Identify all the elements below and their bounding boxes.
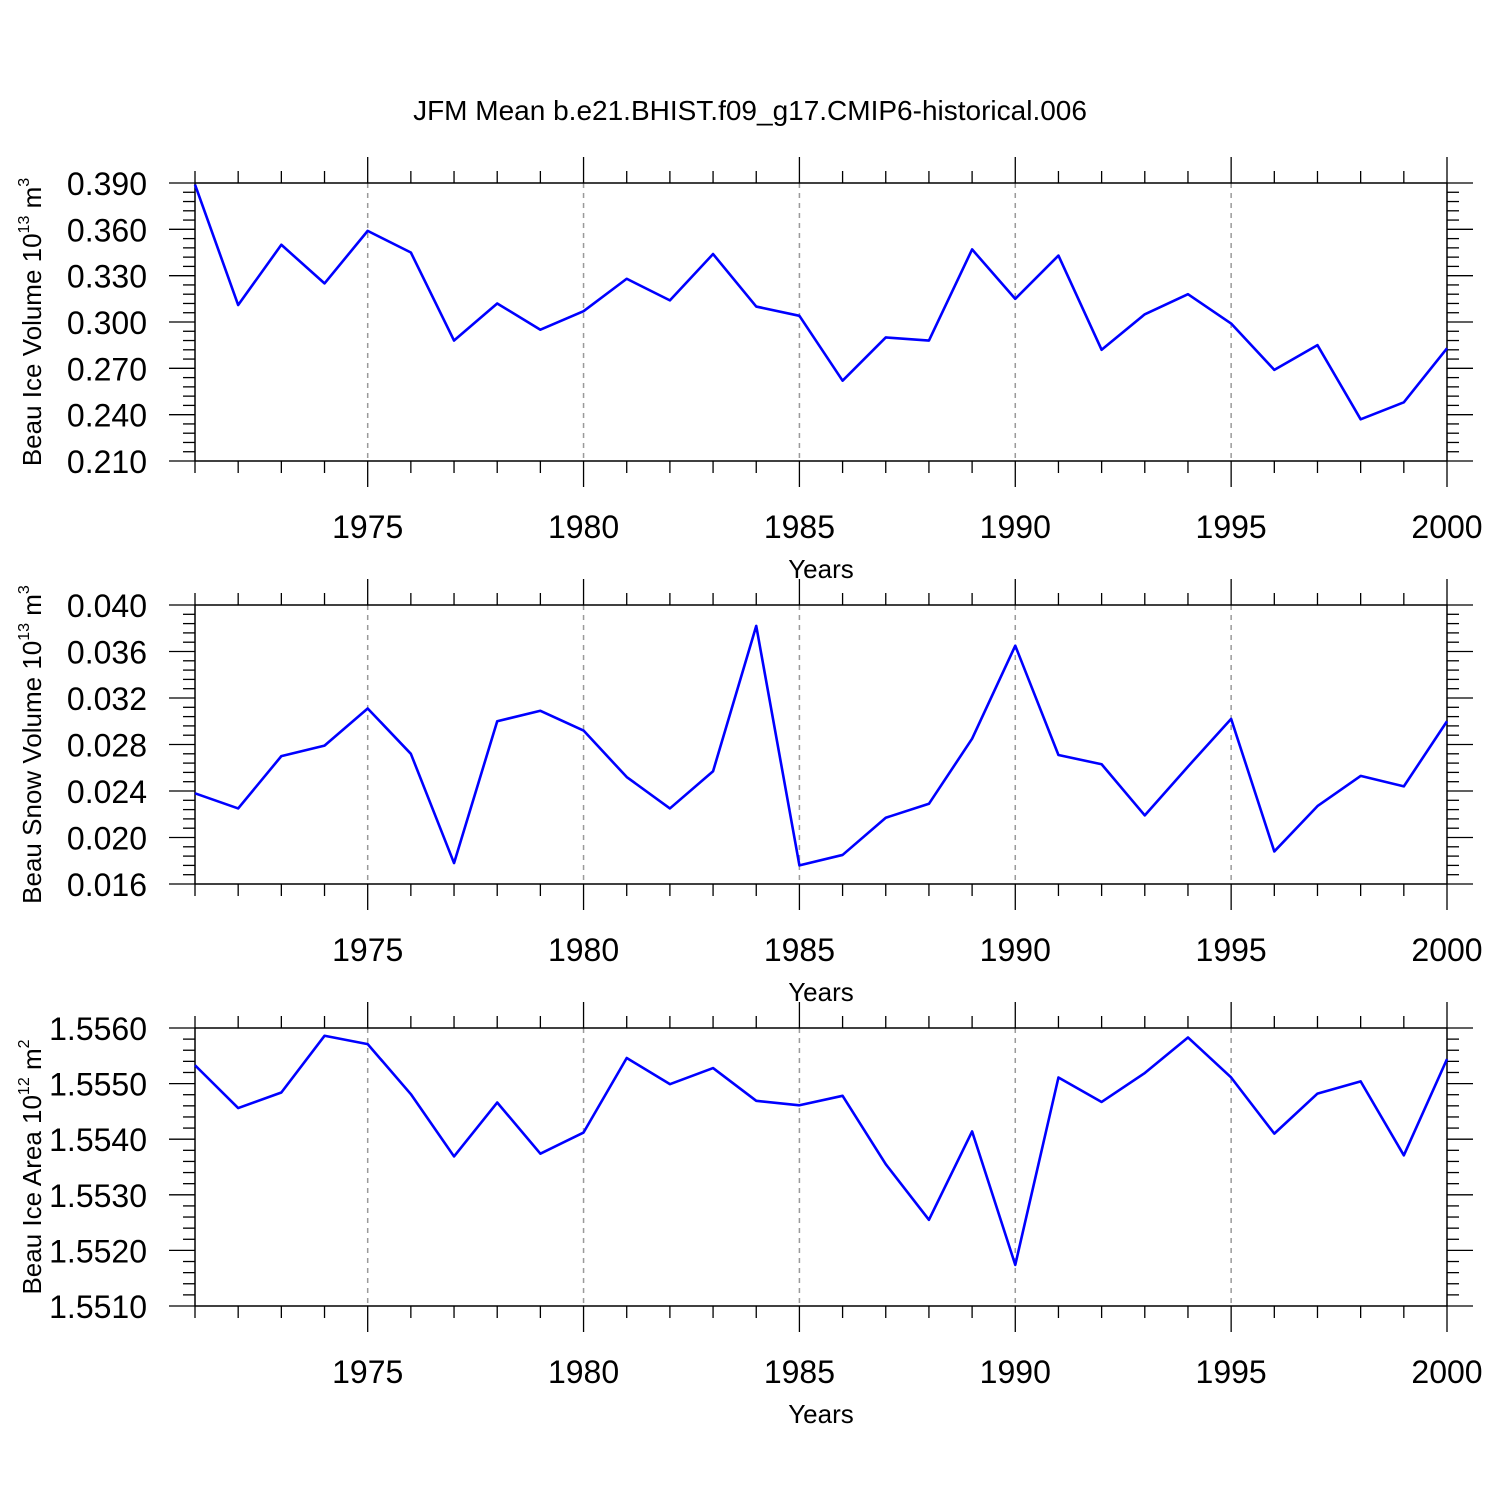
y-tick-label: 1.5560 [49,1011,147,1047]
x-tick-label: 2000 [1411,509,1482,545]
chart-panel-3: 1975 1980 1985 1990 1995 2000 Years 1.5560 1.555… [16,1002,1483,1429]
y-tick-label: 1.5510 [49,1289,147,1325]
y-tick-label: 0.390 [67,166,147,202]
series-line [193,184,1449,421]
y-tick-label: 1.5540 [49,1122,147,1158]
x-tick-label: 1980 [548,509,619,545]
y-tick-label: 0.028 [67,728,147,764]
x-tick-label: 1975 [332,932,403,968]
y-tick-label: 0.020 [67,821,147,857]
x-axis-label: Years [788,1399,854,1429]
y-axis-label-exponent: 13 [16,623,33,641]
y-tick-label: 0.300 [67,305,147,341]
y-axis-label-text: Beau Ice Volume 10 [17,233,47,466]
x-tick-label: 1980 [548,1354,619,1390]
y-tick-label: 0.036 [67,635,147,671]
x-axis-label: Years [788,554,854,584]
x-tick-label: 1995 [1196,509,1267,545]
y-axis-label-unit: m [17,1048,47,1077]
y-axis-label-exponent: 13 [16,216,33,234]
x-tick-label: 1985 [764,932,835,968]
y-tick-label: 1.5550 [49,1067,147,1103]
x-tick-label: 1990 [980,509,1051,545]
figure-title: JFM Mean b.e21.BHIST.f09_g17.CMIP6-histo… [413,95,1087,126]
y-axis-label: Beau Ice Volume 1013 m3 [16,178,47,466]
y-tick-label: 0.040 [67,588,147,624]
y-tick-label: 0.032 [67,681,147,717]
y-axis-label-unit: m [17,594,47,623]
x-tick-label: 1995 [1196,1354,1267,1390]
y-axis-label-unit: m [17,187,47,216]
x-tick-label: 1990 [980,1354,1051,1390]
y-axis-label-unit-exponent: 3 [16,585,33,594]
y-axis-label-unit-exponent: 3 [16,178,33,187]
y-axis-label: Beau Ice Area 1012 m2 [16,1039,47,1294]
y-tick-label: 0.240 [67,398,147,434]
y-tick-label: 1.5530 [49,1178,147,1214]
chart-panels: 1975 1980 1985 1990 1995 2000 Years 0.390 0.360 0… [16,157,1483,1429]
y-tick-label: 0.270 [67,351,147,387]
y-axis-label-text: Beau Ice Area 10 [17,1095,47,1294]
series-line [194,1034,1449,1267]
y-axis-label-text: Beau Snow Volume 10 [17,641,47,904]
x-tick-label: 1975 [332,1354,403,1390]
y-tick-label: 1.5520 [49,1233,147,1269]
x-tick-label: 2000 [1411,1354,1482,1390]
x-tick-label: 1985 [764,1354,835,1390]
series-line [194,624,1449,867]
chart-panel-2: 1975 1980 1985 1990 1995 2000 Years 0.040 0.036 0… [16,579,1483,1007]
chart-panel-1: 1975 1980 1985 1990 1995 2000 Years 0.390 0.360 0… [16,157,1483,584]
x-tick-label: 2000 [1411,932,1482,968]
y-tick-label: 0.360 [67,212,147,248]
x-tick-label: 1975 [332,509,403,545]
y-axis-label: Beau Snow Volume 1013 m3 [16,585,47,904]
x-tick-label: 1990 [980,932,1051,968]
x-axis-label: Years [788,977,854,1007]
y-tick-label: 0.024 [67,774,147,810]
x-tick-label: 1995 [1196,932,1267,968]
y-tick-label: 0.330 [67,259,147,295]
y-tick-label: 0.016 [67,867,147,903]
x-tick-label: 1980 [548,932,619,968]
y-axis-label-unit-exponent: 2 [16,1039,33,1048]
x-tick-label: 1985 [764,509,835,545]
y-tick-label: 0.210 [67,444,147,480]
y-axis-label-exponent: 12 [16,1077,33,1095]
